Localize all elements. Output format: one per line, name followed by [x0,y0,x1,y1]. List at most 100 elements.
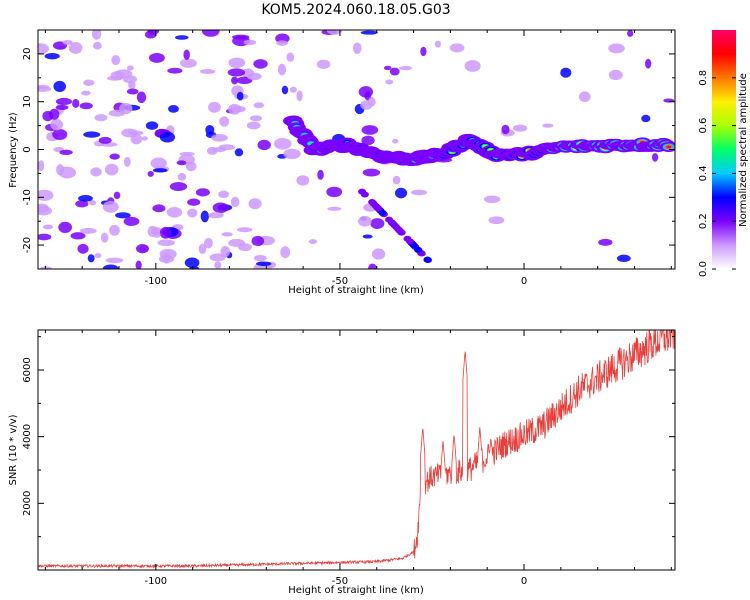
heatmap-blob [102,200,119,213]
heatmap-blob [221,232,233,237]
y-tick-label: -20 [22,237,33,253]
heatmap-blob [102,264,119,269]
y-tick-label: 0 [22,146,33,152]
heatmap-blob [246,72,262,81]
heatmap-blob [690,107,707,116]
x-tick-label: -100 [144,276,167,287]
colorbar-label: Normalized spectral amplitude [738,73,749,227]
heatmap-blob [87,254,95,263]
heatmap-blob [464,60,481,72]
x-tick-label: -100 [144,576,167,587]
colorbar: 0.0 0.2 0.4 0.6 0.8 Normalized spectral ampl… [698,30,749,277]
heatmap-blob [52,129,68,141]
heatmap-blob [231,105,246,113]
heatmap-blob [94,114,108,122]
heatmap-blob [169,182,188,192]
heatmap-blob [353,42,362,55]
heatmap-blob [230,196,240,208]
heatmap-blob [105,257,124,264]
colorbar-tick-label: 0.4 [698,165,709,181]
heatmap-blob [249,115,263,122]
heatmap-blob [141,136,148,141]
heatmap-blob [214,261,222,269]
heatmap-blob [38,84,50,90]
heatmap-blob [326,186,343,198]
heatmap-blob [397,229,406,236]
heatmap-blob [228,238,245,247]
heatmap-blob [362,168,381,177]
heatmap-blob [296,175,310,186]
heatmap-blob [251,235,265,247]
snr-ticks: -100 -50 0 2000 4000 6000 [22,330,675,587]
heatmap-blob [608,69,623,81]
heatmap-blob [253,254,267,262]
heatmap-blob [147,171,154,177]
y-tick-label: 4000 [22,424,33,449]
heatmap-blob [208,101,221,113]
heatmap-blob [78,194,93,202]
heatmap-blob [483,195,501,204]
heatmap-blob [308,239,317,245]
heatmap-blob [77,243,89,254]
heatmap-blob [148,52,165,63]
spectrogram-ylabel: Frequency (Hz) [8,112,19,188]
heatmap-blob [145,121,159,130]
heatmap-blob [113,191,121,200]
colorbar-tick-label: 0.2 [698,213,709,229]
heatmap-blob [212,202,229,214]
heatmap-blob [159,226,172,239]
heatmap-blob [81,90,91,96]
heatmap-blob [70,232,86,240]
heatmap-blob [389,220,398,227]
heatmap-blob [220,245,231,258]
heatmap-blob [283,148,301,160]
x-tick-label: -50 [332,576,348,587]
heatmap-blob [55,104,69,111]
heatmap-blob [183,49,190,60]
heatmap-blob [44,52,60,60]
heatmap-blob [58,221,73,233]
colorbar-tick-label: 0.8 [698,70,709,86]
y-tick-label: 10 [22,95,33,108]
heatmap-blob [368,263,377,269]
y-tick-label: 6000 [22,357,33,382]
heatmap-blob [231,34,250,40]
heatmap-blob [277,63,287,76]
heatmap-blob [68,42,83,54]
heatmap-blob [434,40,441,48]
heatmap-blob [316,59,331,69]
heatmap-blob [608,43,625,54]
heatmap-blob [578,91,591,103]
figure-title: KOM5.2024.060.18.05.G03 [261,2,450,18]
heatmap-blob [136,91,147,104]
heatmap-blob [253,59,268,69]
heatmap-blob [187,198,201,206]
heatmap-blob [289,86,298,93]
heatmap-blob [680,128,695,140]
heatmap-blob [176,160,187,166]
heatmap-blob [157,239,175,247]
heatmap-blob [641,114,651,123]
heatmap-blob [327,206,342,211]
heatmap-blob [560,67,572,78]
heatmap-blob [129,130,144,136]
heatmap-blob [42,224,54,230]
heatmap-ridge-cell [666,145,672,149]
colorbar-tick-label: 0.0 [698,261,709,277]
heatmap-blob [411,189,428,196]
heatmap-blob [256,261,272,266]
heatmap-blob [361,125,379,135]
heatmap-blob [246,121,261,130]
heatmap-blob [38,233,52,241]
heatmap-blob [79,102,93,110]
heatmap-blob [449,43,465,53]
heatmap-blob [123,216,140,227]
heatmap-blob [203,237,213,249]
heatmap-blob [62,39,73,45]
colorbar-tick-label: 0.6 [698,118,709,134]
heatmap-blob [358,188,367,195]
heatmap-blob [286,52,295,62]
heatmap-blob [651,153,659,162]
heatmap-blob [206,146,218,155]
